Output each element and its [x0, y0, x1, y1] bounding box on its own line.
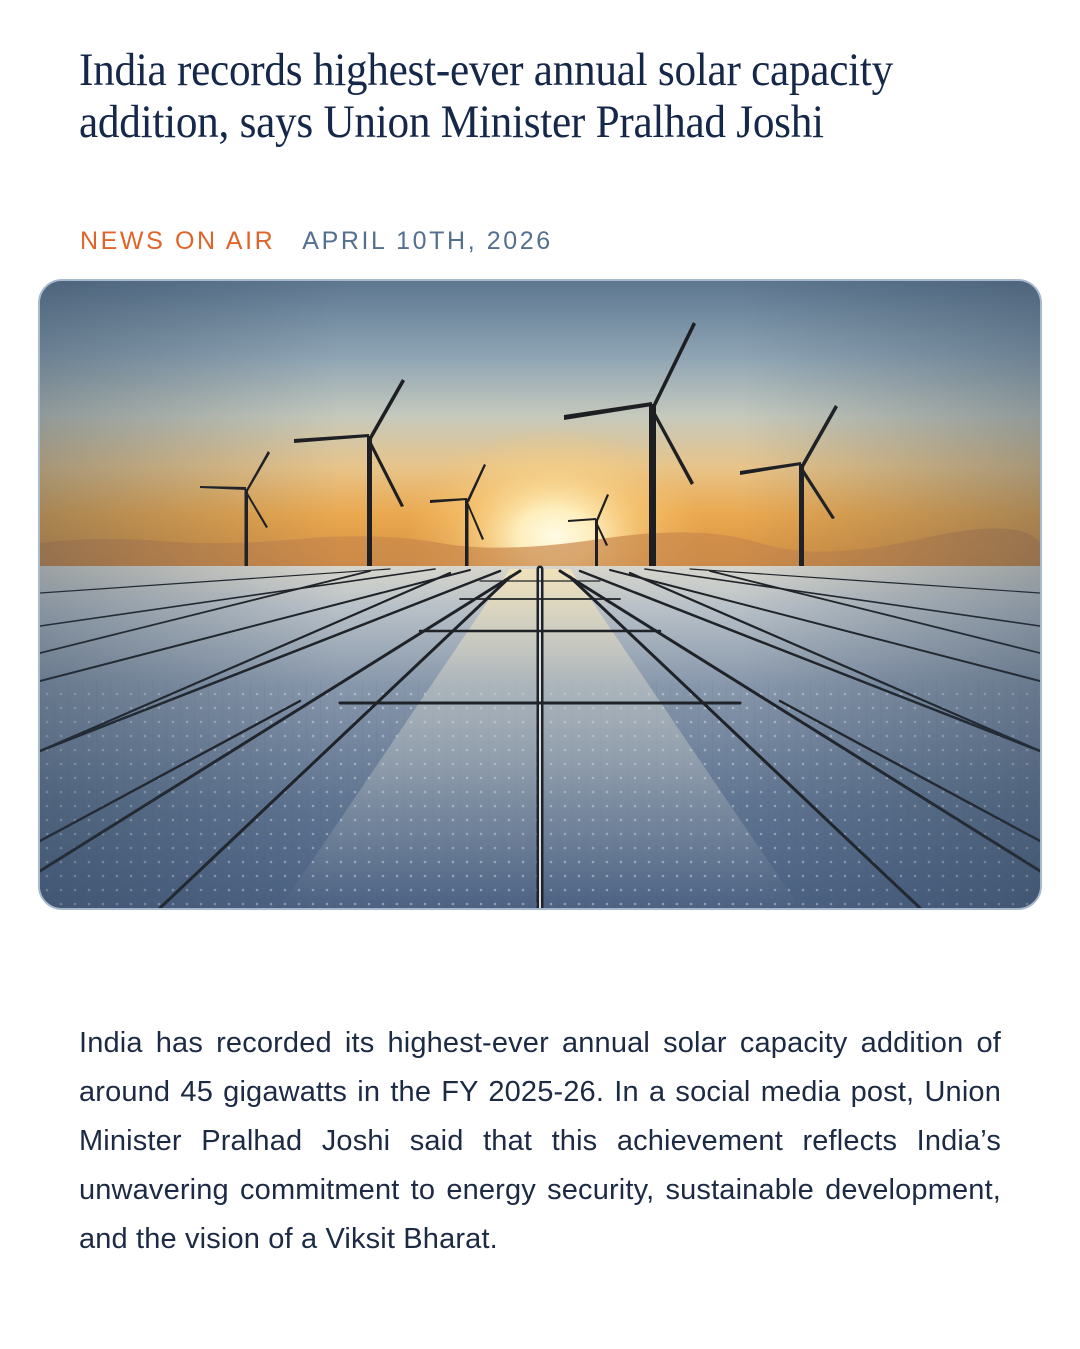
article-headline: India records highest-ever annual solar …: [79, 44, 893, 148]
hero-image: [38, 279, 1042, 910]
article-date: APRIL 10TH, 2026: [302, 226, 553, 255]
wind-solar-photo: [40, 281, 1040, 908]
article-meta: NEWS ON AIR APRIL 10TH, 2026: [80, 224, 553, 258]
article-body: India has recorded its highest-ever annu…: [79, 1027, 1001, 1255]
article-source[interactable]: NEWS ON AIR: [80, 226, 276, 255]
